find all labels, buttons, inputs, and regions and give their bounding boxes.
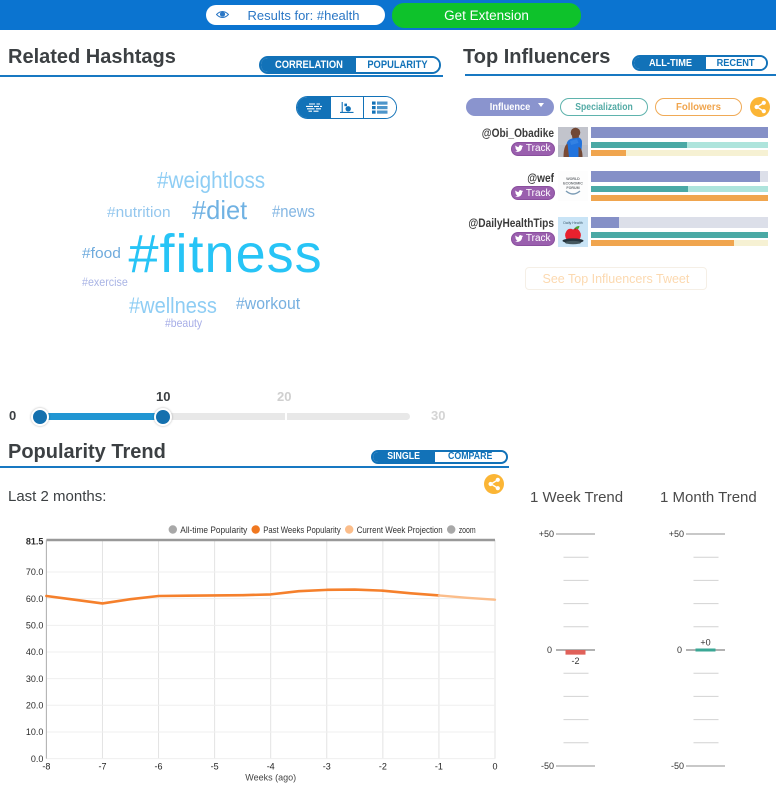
svg-text:70.0: 70.0 (26, 567, 44, 577)
svg-text:-5: -5 (211, 762, 219, 772)
svg-text:Past Weeks Popularity: Past Weeks Popularity (263, 525, 341, 536)
svg-text:Current Week Projection: Current Week Projection (357, 525, 443, 536)
svg-text:-1: -1 (435, 762, 443, 772)
svg-text:0: 0 (547, 645, 552, 655)
svg-text:-50: -50 (671, 761, 684, 771)
svg-text:Daily Health: Daily Health (563, 221, 582, 225)
svg-text:0.0: 0.0 (31, 754, 44, 764)
svg-text:ECONOMIC: ECONOMIC (563, 182, 583, 186)
svg-text:81.5: 81.5 (26, 537, 44, 547)
svg-text:0: 0 (677, 645, 682, 655)
svg-text:WORLD: WORLD (566, 177, 580, 181)
svg-text:-2: -2 (379, 762, 387, 772)
svg-text:50.0: 50.0 (26, 621, 44, 631)
svg-text:+50: +50 (669, 529, 684, 539)
svg-text:30.0: 30.0 (26, 674, 44, 684)
svg-text:All-time Popularity: All-time Popularity (180, 525, 247, 536)
svg-text:-4: -4 (267, 762, 275, 772)
svg-text:40.0: 40.0 (26, 647, 44, 657)
svg-text:-3: -3 (323, 762, 331, 772)
svg-text:20.0: 20.0 (26, 700, 44, 710)
svg-text:+50: +50 (539, 529, 554, 539)
svg-text:-6: -6 (155, 762, 163, 772)
svg-text:FORUM: FORUM (566, 186, 579, 190)
svg-text:+0: +0 (700, 638, 710, 648)
svg-text:Weeks (ago): Weeks (ago) (245, 773, 296, 783)
svg-text:0: 0 (492, 762, 497, 772)
svg-text:-2: -2 (571, 656, 579, 666)
svg-text:zoom: zoom (459, 525, 476, 536)
svg-text:-7: -7 (98, 762, 106, 772)
svg-text:-50: -50 (541, 761, 554, 771)
svg-text:10.0: 10.0 (26, 727, 44, 737)
svg-text:60.0: 60.0 (26, 594, 44, 604)
svg-text:-8: -8 (42, 762, 50, 772)
